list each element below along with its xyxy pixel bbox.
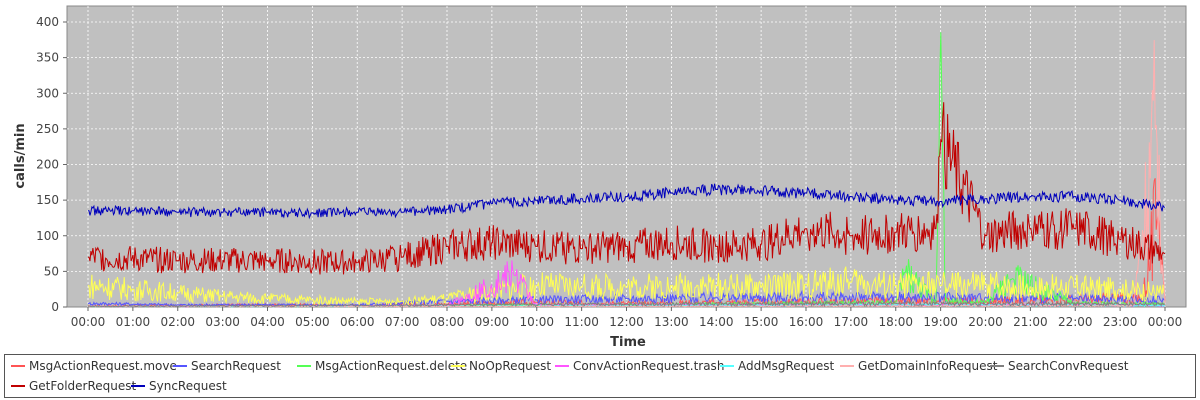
x-tick-label: 16:00 (789, 315, 824, 329)
x-tick-label: 17:00 (834, 315, 869, 329)
legend-label: GetDomainInfoRequest (858, 359, 998, 373)
series-line-searchconvrequest (88, 300, 1165, 308)
legend-label: SearchRequest (191, 359, 281, 373)
legend-swatch (840, 365, 854, 367)
x-tick-label: 04:00 (250, 315, 285, 329)
y-tick-label: 100 (36, 229, 59, 243)
plot-area (66, 5, 1187, 308)
legend-label: SyncRequest (149, 379, 227, 393)
x-tick-label: 15:00 (744, 315, 779, 329)
x-tick-label: 11:00 (564, 315, 599, 329)
y-tick-label: 400 (36, 15, 59, 29)
series-line-getfolderrequest (87, 102, 1166, 275)
x-tick-label: 00:00 (71, 315, 106, 329)
series-line-searchrequest (87, 289, 1165, 307)
legend-swatch (555, 365, 569, 367)
y-axis-label: calls/min (13, 123, 28, 188)
x-tick-label: 12:00 (609, 315, 644, 329)
x-tick-label: 05:00 (295, 315, 330, 329)
x-tick-label: 23:00 (1103, 315, 1138, 329)
legend-swatch (720, 365, 734, 367)
legend-label: AddMsgRequest (738, 359, 835, 373)
legend-item: AddMsgRequest (720, 359, 834, 373)
x-tick-label: 14:00 (699, 315, 734, 329)
legend-label: GetFolderRequest (29, 379, 137, 393)
y-tick-label: 250 (36, 122, 59, 136)
series-line-syncrequest (88, 183, 1166, 220)
legend-swatch (173, 365, 187, 367)
y-axis: 0 50 100 150 200 250 300 350 400 (36, 15, 67, 314)
legend-swatch (297, 365, 311, 367)
x-tick-label: 08:00 (430, 315, 465, 329)
legend-item: SearchConvRequest (990, 359, 1128, 373)
x-tick-label: 13:00 (654, 315, 689, 329)
x-tick-label: 21:00 (1013, 315, 1048, 329)
y-tick-label: 300 (36, 86, 59, 100)
x-tick-label: 07:00 (385, 315, 420, 329)
legend-swatch (451, 365, 465, 367)
x-tick-label: 10:00 (519, 315, 554, 329)
legend-label: NoOpRequest (469, 359, 552, 373)
legend-item: SearchRequest (173, 359, 281, 373)
legend-item: NoOpRequest (451, 359, 551, 373)
y-tick-label: 150 (36, 193, 59, 207)
legend-swatch (990, 365, 1004, 367)
y-tick-label: 200 (36, 158, 59, 172)
legend: MsgActionRequest.move SearchRequest MsgAct… (4, 354, 1196, 398)
y-tick-label: 0 (51, 300, 59, 314)
x-tick-label: 00:00 (1148, 315, 1183, 329)
legend-item: MsgActionRequest.move (11, 359, 177, 373)
legend-item: GetFolderRequest (11, 379, 136, 393)
series-lines (87, 32, 1166, 309)
legend-label: MsgActionRequest.delete (315, 359, 468, 373)
series-line-getdomaininforequest (88, 40, 1166, 308)
x-tick-label: 22:00 (1058, 315, 1093, 329)
legend-swatch (11, 385, 25, 387)
x-tick-label: 06:00 (340, 315, 375, 329)
x-axis-label: Time (610, 335, 646, 350)
x-tick-label: 02:00 (160, 315, 195, 329)
legend-label: SearchConvRequest (1008, 359, 1129, 373)
y-tick-label: 350 (36, 51, 59, 65)
x-tick-label: 19:00 (923, 315, 958, 329)
legend-swatch (131, 385, 145, 387)
x-axis: 00:00 01:00 02:00 03:00 04:00 05:00 06:00 07:00… (71, 307, 1183, 329)
legend-label: ConvActionRequest.trash (573, 359, 725, 373)
x-tick-label: 01:00 (116, 315, 151, 329)
legend-label: MsgActionRequest.move (29, 359, 177, 373)
line-chart: 0 50 100 150 200 250 300 350 400 00:00 01:00 02:00… (13, 5, 1187, 350)
x-tick-label: 20:00 (968, 315, 1003, 329)
legend-item: GetDomainInfoRequest (840, 359, 997, 373)
y-tick-label: 50 (44, 264, 59, 278)
x-tick-label: 09:00 (475, 315, 510, 329)
x-tick-label: 03:00 (205, 315, 240, 329)
legend-item: MsgActionRequest.delete (297, 359, 467, 373)
legend-item: ConvActionRequest.trash (555, 359, 724, 373)
x-tick-label: 18:00 (878, 315, 913, 329)
legend-swatch (11, 365, 25, 367)
legend-item: SyncRequest (131, 379, 227, 393)
series-line-nooprequest (87, 266, 1166, 307)
